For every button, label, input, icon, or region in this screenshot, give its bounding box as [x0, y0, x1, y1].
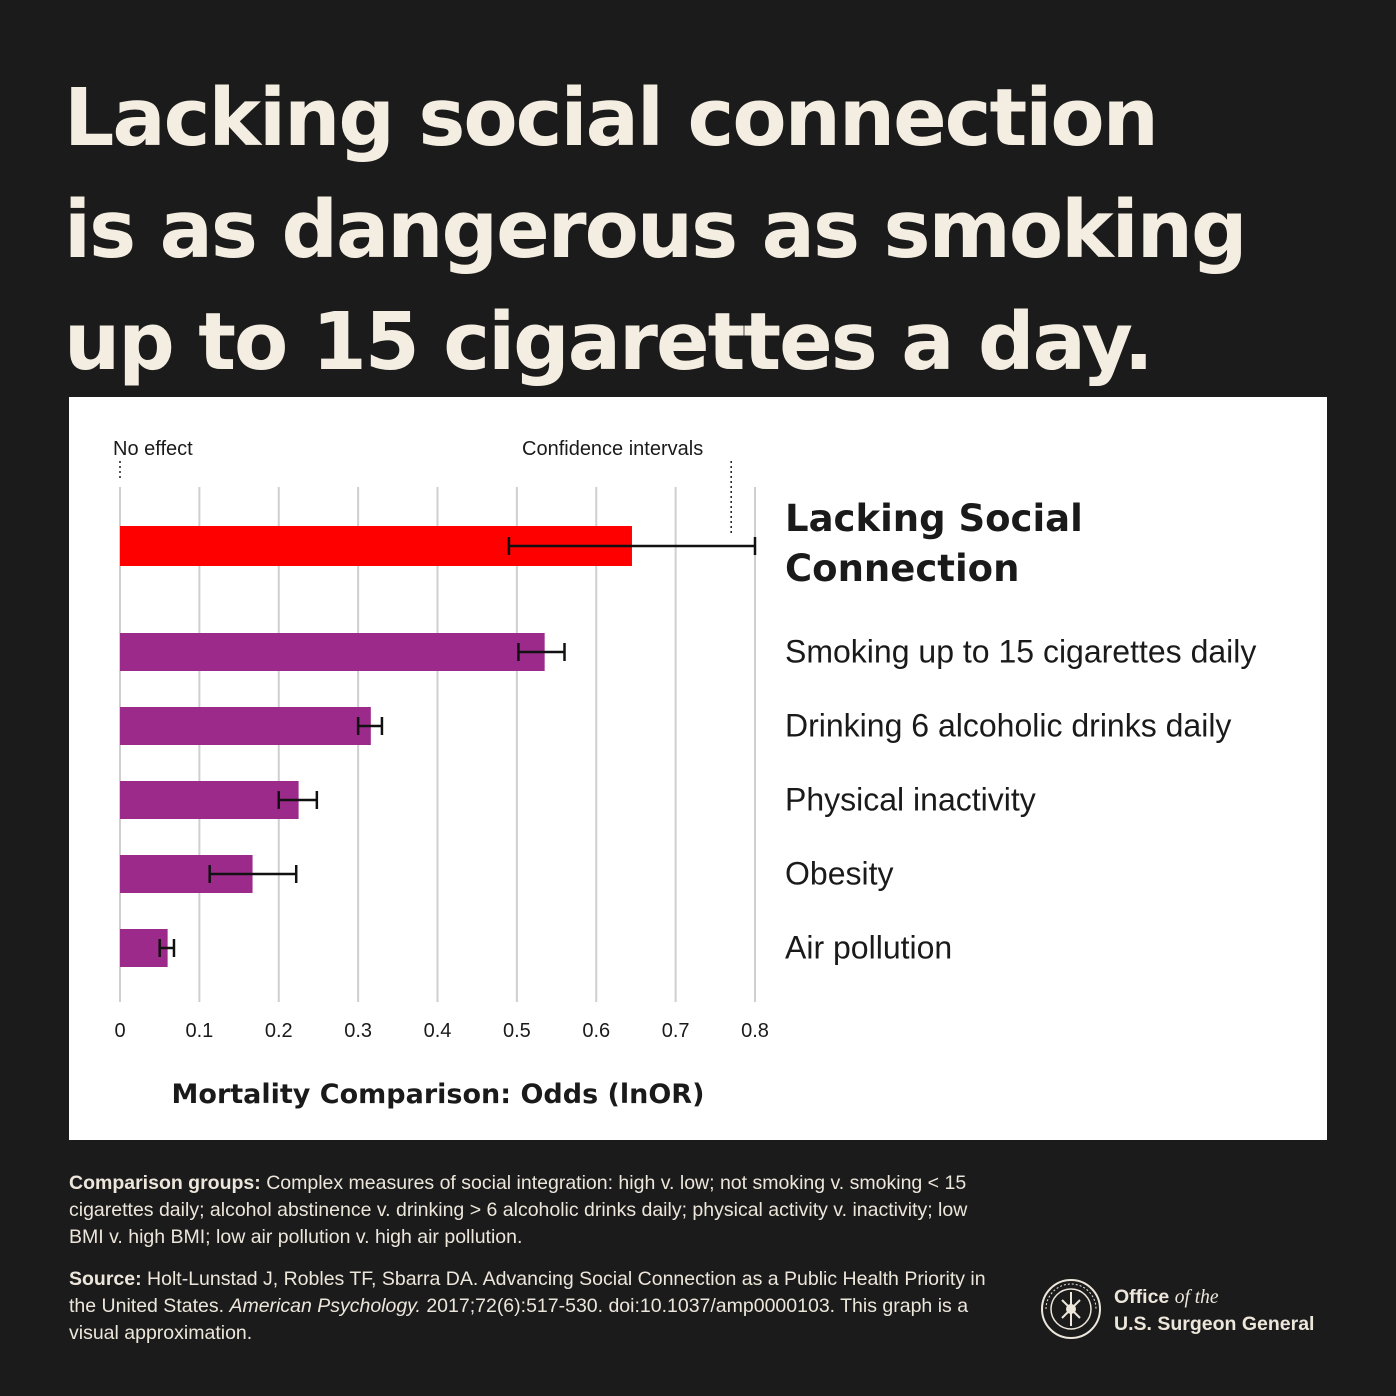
x-tick-label: 0.2	[265, 1020, 293, 1042]
logo-office: Office	[1114, 1286, 1170, 1308]
headline-line-2: is as dangerous as smoking	[64, 184, 1248, 276]
source-journal: American Psychology.	[229, 1295, 421, 1317]
confidence-intervals-annotation: Confidence intervals	[522, 438, 704, 460]
logo-name: U.S. Surgeon General	[1114, 1313, 1315, 1335]
category-label-air-pollution: Air pollution	[785, 929, 953, 966]
x-tick-label: 0.6	[582, 1020, 610, 1042]
chart-svg: 0 0.1 0.2 0.3 0.4 0.5 0.6 0.7 0.8	[114, 461, 769, 1042]
x-axis-title: Mortality Comparison: Odds (lnOR)	[171, 1079, 705, 1110]
x-tick-label: 0.8	[741, 1020, 769, 1042]
headline-line-3: up to 15 cigarettes a day.	[64, 296, 1154, 388]
x-tick-label: 0	[114, 1020, 125, 1042]
category-label-smoking: Smoking up to 15 cigarettes daily	[785, 633, 1257, 670]
surgeon-general-seal-icon	[1041, 1279, 1101, 1339]
headline: Lacking social connection is as dangerou…	[64, 62, 1354, 398]
bar	[120, 633, 545, 671]
source-text-2: 2017;72(6):517-530. doi:10.1037/amp00001…	[69, 1295, 969, 1344]
logo-text: Office of the U.S. Surgeon General	[1114, 1284, 1314, 1337]
comparison-text: Complex measures of social integration: …	[69, 1172, 968, 1248]
x-tick-label: 0.5	[503, 1020, 531, 1042]
category-label-obesity: Obesity	[785, 855, 894, 892]
category-label-drinking: Drinking 6 alcoholic drinks daily	[785, 707, 1232, 744]
chart-panel: 0 0.1 0.2 0.3 0.4 0.5 0.6 0.7 0.8 No effect Conf…	[69, 397, 1327, 1140]
headline-line-1: Lacking social connection	[64, 72, 1159, 164]
logo-of-the: of the	[1174, 1287, 1219, 1308]
source-text-1: Holt-Lunstad J, Robles TF, Sbarra DA. Ad…	[69, 1268, 986, 1317]
bar	[120, 781, 299, 819]
x-tick-label: 0.7	[662, 1020, 690, 1042]
category-label-inactivity: Physical inactivity	[785, 781, 1036, 818]
x-tick-label: 0.4	[424, 1020, 452, 1042]
source-footnote: Source: Holt-Lunstad J, Robles TF, Sbarr…	[69, 1266, 989, 1347]
bar	[120, 707, 371, 745]
source-label: Source:	[69, 1268, 142, 1290]
x-tick-label: 0.1	[185, 1020, 213, 1042]
category-label-social-connection: Lacking Social Connection	[785, 497, 1083, 590]
x-tick-label: 0.3	[344, 1020, 372, 1042]
comparison-footnote: Comparison groups: Complex measures of s…	[69, 1170, 989, 1251]
no-effect-annotation: No effect	[113, 438, 193, 460]
comparison-label: Comparison groups:	[69, 1172, 261, 1194]
